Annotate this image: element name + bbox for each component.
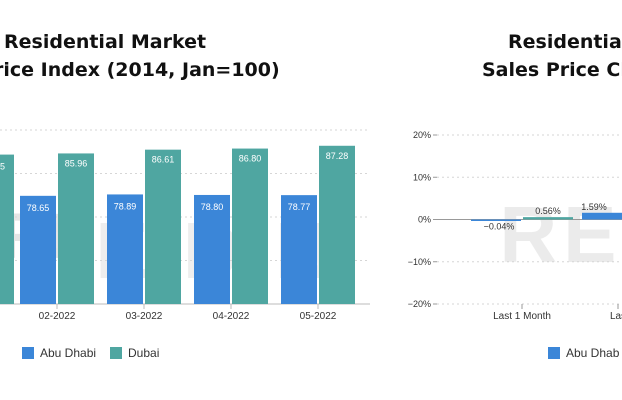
legend-label-abu-dhabi: Abu Dhabi [40,346,97,360]
data-label-dubai: 86.80 [239,154,262,164]
data-label: 1.59% [581,202,607,212]
data-label-abu-dhabi: 78.65 [27,203,50,213]
legend-label-abu-dhabi-right: Abu Dhab [566,346,620,360]
right-bar-chart: REI 20% 10% 0% −10% −20% −0.04% 0.56% 1.59% Last … [408,130,622,322]
legend-swatch-dubai [110,347,122,359]
left-chart-title-line-2: rice Index (2014, Jan=100) [0,59,280,81]
right-chart-title-line-1: Residential [508,31,622,53]
left-legend-dubai[interactable]: Dubai [110,346,159,360]
bar-abu-dhabi [194,194,230,304]
x-tick-label: 04-2022 [213,311,250,322]
x-tick-label: Last 1 Month [493,311,551,322]
y-tick-label: 0% [418,215,431,225]
data-label-abu-dhabi: 78.80 [201,202,224,212]
right-legend-abu-dhabi[interactable]: Abu Dhab [548,346,619,360]
bar-dubai [319,145,355,304]
x-tick-label: 05-2022 [300,311,337,322]
x-tick-label: 02-2022 [39,311,76,322]
x-tick-label: 03-2022 [126,311,163,322]
data-label-abu-dhabi: 78.77 [288,202,311,212]
bar-dubai-last-1-month [523,217,573,220]
bar-abu-dhabi-last-1-month [471,219,521,221]
left-chart-title-line-1: Residential Market [4,31,207,53]
x-tick-label: Las [610,311,622,322]
legend-swatch-abu-dhabi [22,347,34,359]
legend-swatch-abu-dhabi-right [548,347,560,359]
y-tick-label: −10% [408,257,431,267]
bar-dubai [145,149,181,304]
data-label-dubai: 86.61 [152,155,175,165]
left-legend-abu-dhabi[interactable]: Abu Dhabi [22,346,96,360]
bar-dubai [58,153,94,304]
bar-abu-dhabi [107,194,143,304]
data-label: 0.56% [535,206,561,216]
legend-label-dubai: Dubai [128,346,160,360]
data-label-abu-dhabi: 78.89 [114,201,137,211]
watermark-right: REI [499,190,622,279]
data-label: −0.04% [484,222,515,232]
bar-dubai [232,148,268,304]
bar-abu-dhabi [20,195,56,304]
bar-abu-dhabi-last-period [582,212,622,220]
data-label-dubai: 85.96 [65,158,88,168]
bar-abu-dhabi [281,195,317,304]
y-tick-label: 10% [413,172,431,182]
left-bar-chart: REREIDIN578.6585.9602-202278.8986.6103-2… [0,129,370,322]
y-tick-label: 20% [413,130,431,140]
data-label-partial: 5 [0,162,5,172]
data-label-dubai: 87.28 [326,151,349,161]
right-chart-title-line-2: Sales Price Ch [482,59,622,81]
bar-dubai-partial [0,154,14,304]
y-tick-label: −20% [408,299,431,309]
